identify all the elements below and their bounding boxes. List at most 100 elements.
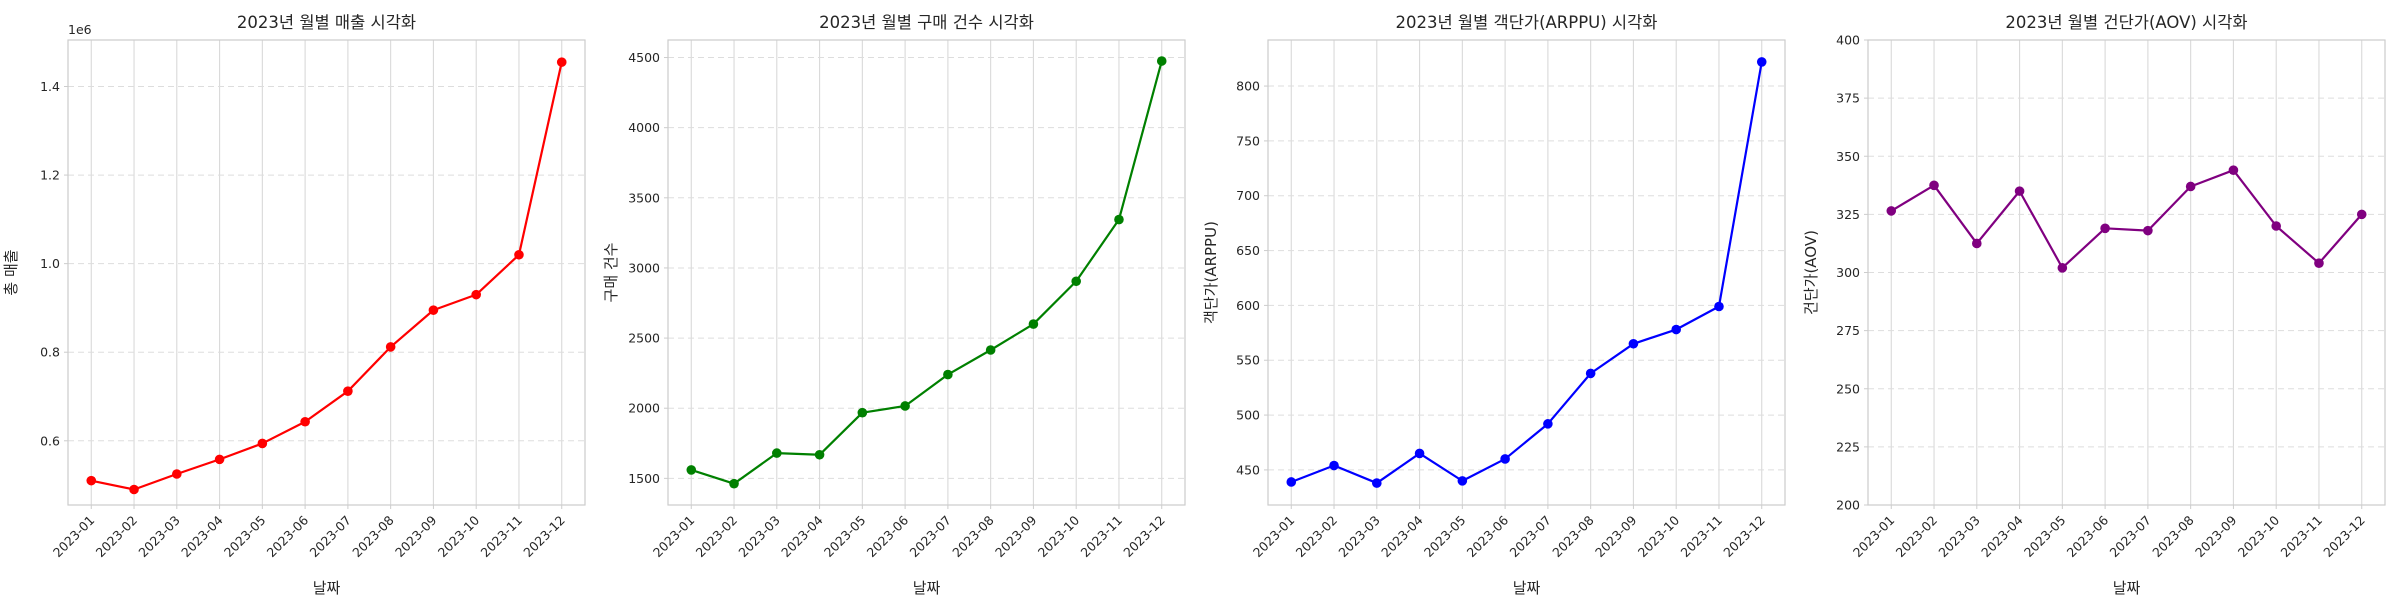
x-tick-label: 2023-09 bbox=[392, 512, 440, 560]
x-tick-label: 2023-11 bbox=[1078, 513, 1126, 561]
y-axis-label: 건단가(AOV) bbox=[1802, 230, 1820, 315]
y-tick-label: 325 bbox=[1836, 207, 1860, 222]
y-tick-label: 750 bbox=[1236, 133, 1260, 148]
x-tick-label: 2023-04 bbox=[178, 512, 226, 560]
series-line bbox=[1290, 61, 1763, 485]
x-tick-label: 2023-10 bbox=[435, 512, 483, 560]
data-point bbox=[300, 416, 310, 427]
x-tick-label: 2023-09 bbox=[1592, 512, 1640, 560]
x-tick-label: 2023-07 bbox=[1506, 513, 1554, 561]
y-tick-label: 350 bbox=[1836, 149, 1860, 164]
data-point bbox=[686, 465, 697, 475]
y-tick-label: 600 bbox=[1236, 298, 1260, 313]
data-point bbox=[86, 475, 97, 486]
chart-title: 2023년 월별 건단가(AOV) 시각화 bbox=[2005, 13, 2247, 32]
data-point bbox=[943, 369, 953, 380]
data-point bbox=[2057, 263, 2068, 273]
y-tick-label: 700 bbox=[1236, 188, 1260, 203]
y-tick-label: 375 bbox=[1836, 91, 1860, 106]
data-point bbox=[471, 289, 481, 300]
data-point bbox=[1886, 206, 1897, 216]
y-axis-label: 구매 건수 bbox=[602, 243, 620, 303]
x-axis-label: 날짜 bbox=[313, 579, 341, 597]
data-point bbox=[2356, 209, 2367, 220]
x-tick-label: 2023-07 bbox=[306, 513, 354, 561]
data-point bbox=[172, 469, 182, 479]
x-tick-label: 2023-08 bbox=[2149, 512, 2197, 560]
y-tick-label: 4000 bbox=[628, 120, 660, 135]
data-point bbox=[1028, 319, 1039, 329]
data-point bbox=[1972, 238, 1982, 249]
y-tick-label: 500 bbox=[1236, 408, 1260, 423]
x-tick-label: 2023-08 bbox=[1549, 512, 1597, 560]
plot-frame bbox=[67, 39, 586, 506]
data-point bbox=[1500, 454, 1510, 464]
x-tick-label: 2023-11 bbox=[478, 513, 526, 561]
y-tick-label: 1.4 bbox=[40, 79, 60, 94]
data-point bbox=[1756, 57, 1767, 67]
y-tick-label: 300 bbox=[1836, 265, 1860, 280]
y-tick-label: 275 bbox=[1836, 323, 1860, 338]
data-point bbox=[2271, 221, 2281, 231]
data-point bbox=[2014, 186, 2025, 196]
x-tick-label: 2023-08 bbox=[349, 512, 397, 560]
y-tick-label: 3000 bbox=[628, 260, 660, 275]
data-point bbox=[1114, 214, 1124, 225]
y-tick-label: 0.6 bbox=[40, 433, 60, 448]
data-point bbox=[1329, 460, 1339, 471]
x-tick-label: 2023-12 bbox=[2320, 513, 2368, 561]
data-point bbox=[2314, 258, 2324, 269]
x-axis-label: 날짜 bbox=[913, 579, 941, 597]
x-tick-label: 2023-12 bbox=[520, 513, 568, 561]
y-tick-label: 0.8 bbox=[40, 345, 60, 360]
chart-title: 2023년 월별 구매 건수 시각화 bbox=[819, 13, 1034, 32]
data-point bbox=[2228, 165, 2239, 175]
x-tick-label: 2023-06 bbox=[2064, 512, 2112, 560]
x-tick-label: 2023-01 bbox=[1250, 513, 1298, 561]
chart-2: 15002000250030003500400045002023-012023-… bbox=[602, 13, 1186, 597]
x-tick-label: 2023-04 bbox=[778, 512, 826, 560]
x-tick-label: 2023-10 bbox=[1635, 512, 1683, 560]
y-axis-label: 객단가(ARPPU) bbox=[1202, 221, 1220, 324]
data-point bbox=[1457, 476, 1468, 486]
data-point bbox=[1156, 56, 1167, 66]
data-point bbox=[857, 407, 868, 418]
data-point bbox=[514, 249, 524, 260]
data-point bbox=[1372, 478, 1382, 488]
x-tick-label: 2023-12 bbox=[1120, 513, 1168, 561]
data-point bbox=[1585, 368, 1596, 379]
data-point bbox=[1286, 477, 1297, 487]
x-tick-label: 2023-09 bbox=[2192, 512, 2240, 560]
x-tick-label: 2023-03 bbox=[135, 513, 183, 561]
y-tick-label: 450 bbox=[1236, 462, 1260, 477]
data-point bbox=[814, 449, 825, 460]
data-point bbox=[1071, 276, 1081, 287]
chart-4: 2002252502753003253503754002023-012023-0… bbox=[1802, 13, 2386, 597]
series-line bbox=[91, 61, 563, 491]
x-tick-label: 2023-03 bbox=[1935, 513, 1983, 561]
data-point bbox=[385, 342, 396, 352]
y-tick-label: 550 bbox=[1236, 353, 1260, 368]
series-line bbox=[690, 60, 1163, 485]
data-point bbox=[1671, 324, 1681, 335]
data-point bbox=[1414, 448, 1425, 459]
y-tick-label: 200 bbox=[1836, 498, 1860, 513]
y-axis-label: 총 매출 bbox=[2, 249, 20, 295]
x-tick-label: 2023-10 bbox=[1035, 512, 1083, 560]
data-point bbox=[2100, 223, 2110, 234]
data-point bbox=[556, 57, 567, 67]
x-tick-label: 2023-02 bbox=[693, 513, 741, 561]
y-tick-label: 1.2 bbox=[40, 168, 60, 183]
chart-title: 2023년 월별 매출 시각화 bbox=[237, 13, 416, 32]
data-point bbox=[772, 448, 782, 458]
series-line bbox=[1890, 169, 2363, 269]
x-tick-label: 2023-05 bbox=[821, 513, 869, 561]
x-tick-label: 2023-11 bbox=[2278, 513, 2326, 561]
x-tick-label: 2023-06 bbox=[1464, 512, 1512, 560]
y-tick-label: 400 bbox=[1836, 33, 1860, 48]
y-tick-label: 650 bbox=[1236, 243, 1260, 258]
x-axis-label: 날짜 bbox=[1513, 579, 1541, 597]
data-point bbox=[428, 305, 439, 315]
